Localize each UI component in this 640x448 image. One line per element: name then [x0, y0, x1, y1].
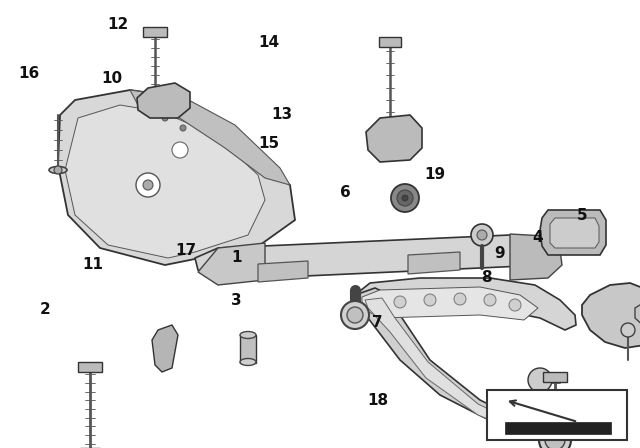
Circle shape [162, 115, 168, 121]
Text: 358869: 358869 [534, 447, 579, 448]
Circle shape [545, 430, 565, 448]
Text: 4: 4 [532, 230, 543, 245]
Bar [505, 422, 611, 434]
Polygon shape [258, 261, 308, 282]
Circle shape [402, 195, 408, 201]
Bar [379, 37, 401, 47]
Circle shape [621, 323, 635, 337]
Ellipse shape [240, 332, 256, 339]
Polygon shape [362, 287, 538, 320]
Polygon shape [510, 234, 562, 280]
Circle shape [477, 230, 487, 240]
Circle shape [391, 184, 419, 212]
Polygon shape [58, 90, 295, 265]
Circle shape [454, 293, 466, 305]
Polygon shape [65, 105, 265, 258]
Circle shape [54, 166, 62, 174]
Polygon shape [408, 252, 460, 274]
Bar [487, 390, 627, 440]
Polygon shape [366, 115, 422, 162]
Polygon shape [130, 90, 290, 185]
Ellipse shape [240, 358, 256, 366]
Text: 6: 6 [340, 185, 351, 200]
Polygon shape [550, 218, 599, 248]
Polygon shape [540, 210, 606, 255]
Text: 13: 13 [271, 107, 292, 122]
Circle shape [424, 294, 436, 306]
Bar [78, 362, 102, 372]
Circle shape [347, 307, 363, 323]
Circle shape [528, 368, 552, 392]
Text: 17: 17 [175, 243, 196, 258]
Text: 16: 16 [18, 66, 40, 82]
Circle shape [509, 299, 521, 311]
Text: 9: 9 [494, 246, 504, 261]
Ellipse shape [49, 167, 67, 173]
Text: 10: 10 [101, 71, 123, 86]
Text: 12: 12 [108, 17, 129, 32]
Polygon shape [152, 325, 178, 372]
Text: 7: 7 [372, 315, 383, 330]
Text: 1: 1 [232, 250, 242, 265]
Circle shape [142, 105, 148, 111]
Polygon shape [635, 285, 640, 330]
Text: 14: 14 [258, 35, 280, 50]
Bar [240, 335, 256, 363]
Circle shape [539, 424, 571, 448]
Text: 5: 5 [577, 207, 588, 223]
Circle shape [172, 142, 188, 158]
Polygon shape [582, 283, 640, 348]
Circle shape [341, 301, 369, 329]
Circle shape [397, 190, 413, 206]
Polygon shape [195, 235, 560, 280]
Circle shape [136, 173, 160, 197]
Text: 8: 8 [481, 270, 492, 285]
Polygon shape [348, 278, 576, 330]
Circle shape [394, 296, 406, 308]
Bar [543, 372, 567, 382]
Polygon shape [365, 298, 540, 436]
Polygon shape [355, 288, 560, 440]
Ellipse shape [540, 415, 570, 425]
Text: 3: 3 [232, 293, 242, 308]
Text: 2: 2 [40, 302, 50, 317]
Circle shape [143, 180, 153, 190]
Bar [540, 420, 570, 438]
Polygon shape [198, 243, 265, 285]
Text: 18: 18 [367, 393, 388, 409]
Text: 15: 15 [258, 136, 280, 151]
Text: 11: 11 [83, 257, 103, 272]
Bar [143, 27, 167, 37]
Circle shape [180, 125, 186, 131]
Circle shape [484, 294, 496, 306]
Text: 19: 19 [424, 167, 446, 182]
Polygon shape [137, 83, 190, 118]
Circle shape [471, 224, 493, 246]
